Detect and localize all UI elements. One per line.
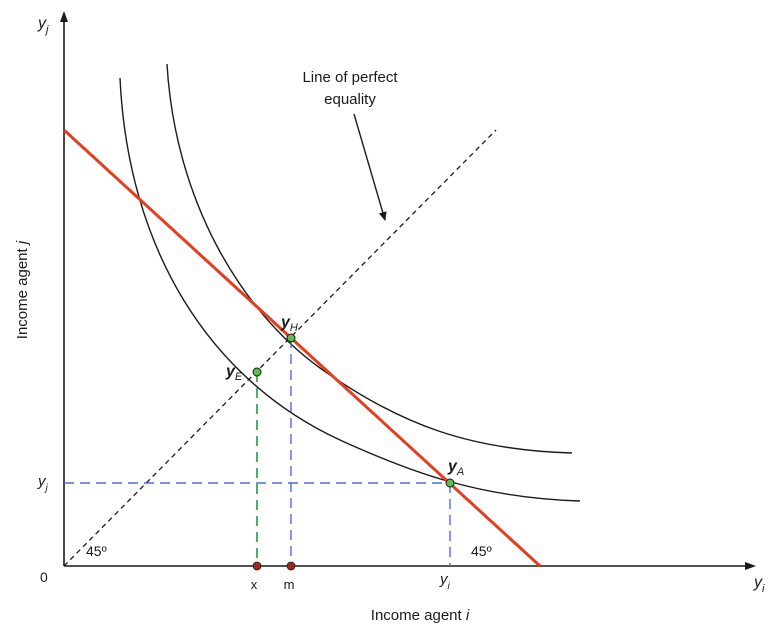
annotation-arrow <box>353 113 387 221</box>
tick-yj: yj <box>37 473 49 494</box>
annotation-line1: Line of perfect <box>302 69 398 86</box>
angle-left-label: 45º <box>86 543 107 559</box>
origin-label: 0 <box>40 569 48 585</box>
label-yE: yE <box>225 363 243 383</box>
label-yA: yA <box>447 458 464 478</box>
x-axis-label: yi <box>753 574 765 595</box>
label-yH: yH <box>280 314 298 334</box>
axis-point-m <box>286 561 296 571</box>
x-axis-arrow-icon <box>745 562 756 570</box>
axis-point-x <box>252 561 262 571</box>
tick-yi: yi <box>439 571 451 592</box>
angle-right-label: 45º <box>471 543 492 559</box>
y-axis-title: Income agent j <box>14 240 31 339</box>
point-yE <box>252 367 262 377</box>
x-axis-title: Income agent i <box>371 607 470 624</box>
tick-x: x <box>251 577 258 592</box>
annotation-line2: equality <box>324 91 376 108</box>
budget-line <box>62 128 542 568</box>
y-axis-label: yj <box>37 15 49 36</box>
point-yH <box>286 333 296 343</box>
tick-m: m <box>284 577 295 592</box>
indifference-curve-outer <box>166 63 573 454</box>
equality-line <box>63 129 497 567</box>
point-yA <box>445 478 455 488</box>
y-axis-arrow-icon <box>60 11 68 22</box>
indifference-curve-inner <box>119 77 581 502</box>
